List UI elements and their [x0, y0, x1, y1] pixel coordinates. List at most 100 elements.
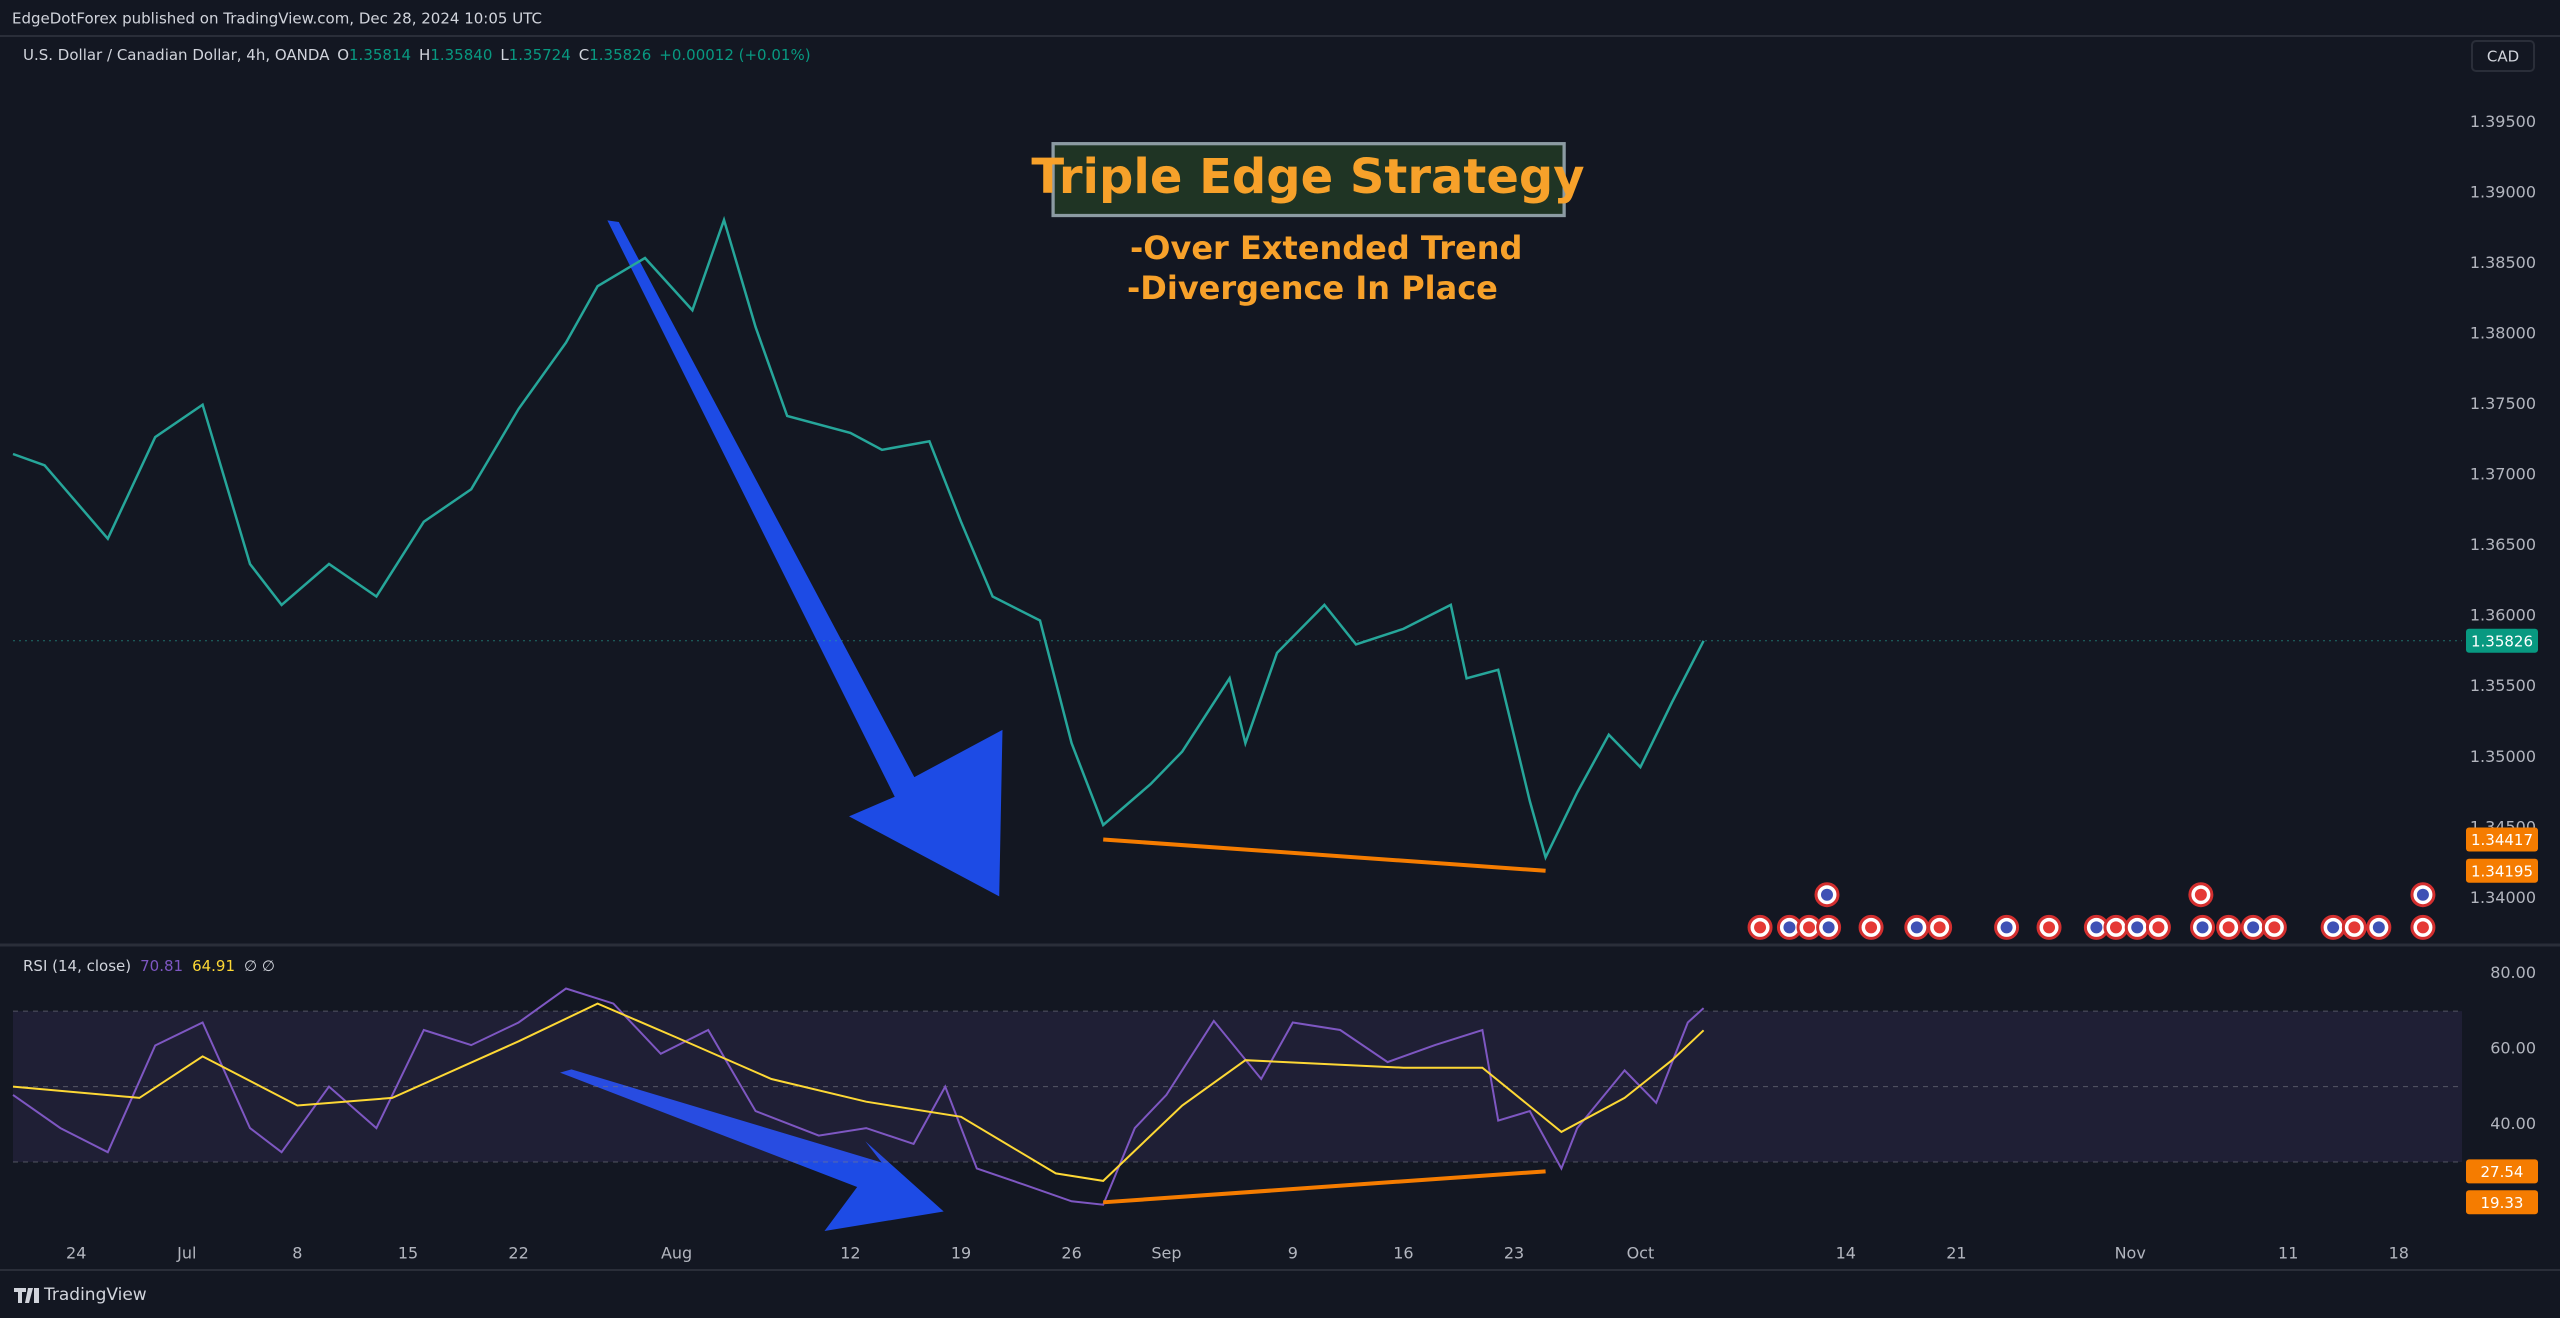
x-tick-label: 15 [398, 1244, 418, 1263]
y-tick-label: 1.37000 [2470, 465, 2536, 484]
event-flag [2268, 921, 2281, 934]
strategy-title: Triple Edge Strategy [1031, 149, 1584, 205]
level-label-box [2466, 1159, 2538, 1184]
event-flag [1820, 888, 1833, 901]
symbol-info: U.S. Dollar / Canadian Dollar, 4h, OANDA… [23, 46, 811, 64]
title-box [1051, 142, 1566, 218]
x-tick-label: 23 [1504, 1244, 1524, 1263]
ohlc-value: 1.35814 [349, 46, 411, 64]
event-flag [1910, 921, 1923, 934]
symbol-name: U.S. Dollar / Canadian Dollar, 4h, OANDA [23, 46, 330, 64]
y-tick-label: 1.39500 [2470, 112, 2536, 131]
y-tick-label: 1.38000 [2470, 324, 2536, 343]
x-tick-label: 18 [2389, 1244, 2409, 1263]
x-tick-label: 16 [1393, 1244, 1413, 1263]
rsi-legend-extra: ∅ ∅ [244, 957, 275, 975]
event-flag [1803, 921, 1816, 934]
x-tick-label: Sep [1151, 1244, 1181, 1263]
ohlc-value: 1.35840 [430, 46, 492, 64]
event-flag [2194, 888, 2207, 901]
event-flag [2416, 888, 2429, 901]
rsi-title: RSI (14, close) [23, 957, 131, 975]
level-label-box [2466, 1190, 2538, 1215]
price-label-box [2466, 628, 2538, 653]
rsi-legend-value: 64.91 [192, 957, 235, 975]
x-tick-label: 11 [2278, 1244, 2298, 1263]
event-flag [2327, 921, 2340, 934]
x-tick-label: 21 [1946, 1244, 1966, 1263]
y-tick-label: 1.37500 [2470, 394, 2536, 413]
y-tick-label: 40.00 [2490, 1114, 2536, 1133]
publish-header: EdgeDotForex published on TradingView.co… [12, 10, 542, 28]
event-flag [1822, 921, 1835, 934]
y-tick-label: 1.36000 [2470, 606, 2536, 625]
event-flag [1754, 921, 1767, 934]
level-label-box [2466, 827, 2538, 852]
rsi-line [12, 987, 1705, 1206]
currency-label[interactable]: CAD [2487, 48, 2519, 66]
event-flag [2247, 921, 2260, 934]
event-flag [2090, 921, 2103, 934]
x-tick-label: Aug [661, 1244, 692, 1263]
y-tick-label: 1.35500 [2470, 676, 2536, 695]
level-label: 27.54 [2481, 1163, 2524, 1181]
level-label: 19.33 [2481, 1194, 2524, 1212]
brand-logo [14, 1288, 39, 1303]
drawings [560, 142, 1566, 1232]
x-tick-label: 19 [951, 1244, 971, 1263]
x-tick-label: 22 [508, 1244, 528, 1263]
event-icons [1747, 882, 2436, 940]
rsi-legend: RSI (14, close) 70.81 64.91 ∅ ∅ [23, 957, 275, 975]
event-flag [2222, 921, 2235, 934]
y-tick-label: 80.00 [2490, 963, 2536, 982]
event-flag [1865, 921, 1878, 934]
currency-button[interactable] [2471, 40, 2535, 72]
level-label: 1.34195 [2471, 862, 2533, 880]
price-label: 1.35826 [2471, 632, 2533, 650]
x-tick-label: 8 [292, 1244, 302, 1263]
event-flag [2416, 921, 2429, 934]
trendline [1103, 837, 1546, 873]
ohlc-value: 1.35826 [589, 46, 651, 64]
x-tick-label: 9 [1288, 1244, 1298, 1263]
x-tick-label: 24 [66, 1244, 86, 1263]
x-tick-label: Oct [1627, 1244, 1655, 1263]
rsi-line [12, 1002, 1705, 1182]
price-line [12, 215, 1705, 861]
ohlc-key: L [500, 46, 509, 64]
event-flag [2348, 921, 2361, 934]
x-tick-label: 26 [1061, 1244, 1081, 1263]
rsi-legend-value: 70.81 [140, 957, 183, 975]
event-flag [2196, 921, 2209, 934]
ohlc-key: C [579, 46, 589, 64]
event-flag [2372, 921, 2385, 934]
y-tick-label: 1.36500 [2470, 535, 2536, 554]
y-tick-label: 1.34000 [2470, 888, 2536, 907]
event-flag [2131, 921, 2144, 934]
x-tick-label: 14 [1836, 1244, 1856, 1263]
trendline [1103, 1169, 1546, 1205]
level-label: 1.34417 [2471, 831, 2533, 849]
y-tick-label: 60.00 [2490, 1038, 2536, 1057]
ohlc-key: H [419, 46, 430, 64]
event-flag [1783, 921, 1796, 934]
brand[interactable]: TradingView [43, 1285, 147, 1305]
y-tick-label: 1.35000 [2470, 747, 2536, 766]
y-tick-label: 1.38500 [2470, 253, 2536, 272]
ohlc-change: +0.00012 (+0.01%) [659, 46, 810, 64]
arrow-drawing [560, 1069, 944, 1232]
event-flag [2000, 921, 2013, 934]
annotation-line: -Divergence In Place [1127, 269, 1498, 307]
ohlc-value: 1.35724 [509, 46, 571, 64]
arrow-drawing [607, 220, 1003, 897]
event-flag [2152, 921, 2165, 934]
x-tick-label: 12 [840, 1244, 860, 1263]
event-flag [2109, 921, 2122, 934]
x-tick-label: Jul [176, 1244, 196, 1263]
event-flag [2043, 921, 2056, 934]
ohlc-key: O [337, 46, 349, 64]
event-flag [1933, 921, 1946, 934]
annotation-line: -Over Extended Trend [1130, 229, 1522, 267]
